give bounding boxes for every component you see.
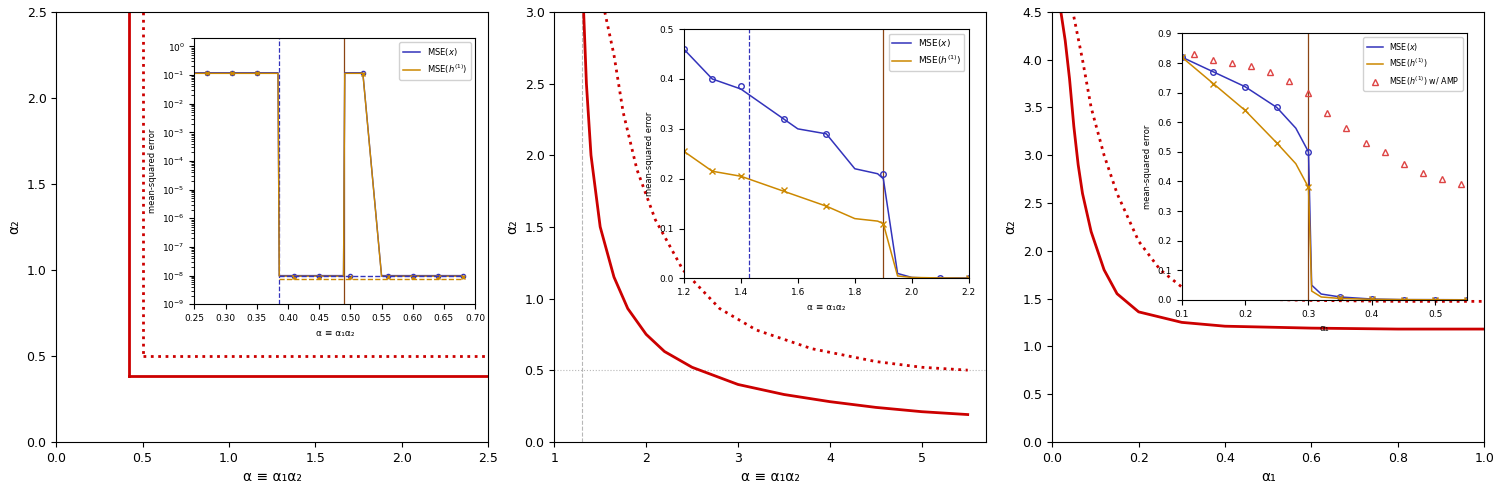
Y-axis label: α₂: α₂ [504, 219, 519, 234]
X-axis label: α ≡ α₁α₂: α ≡ α₁α₂ [740, 470, 800, 484]
Y-axis label: α₂: α₂ [8, 219, 21, 234]
Y-axis label: α₂: α₂ [1003, 219, 1018, 234]
X-axis label: α₁: α₁ [1261, 470, 1276, 484]
X-axis label: α ≡ α₁α₂: α ≡ α₁α₂ [243, 470, 302, 484]
